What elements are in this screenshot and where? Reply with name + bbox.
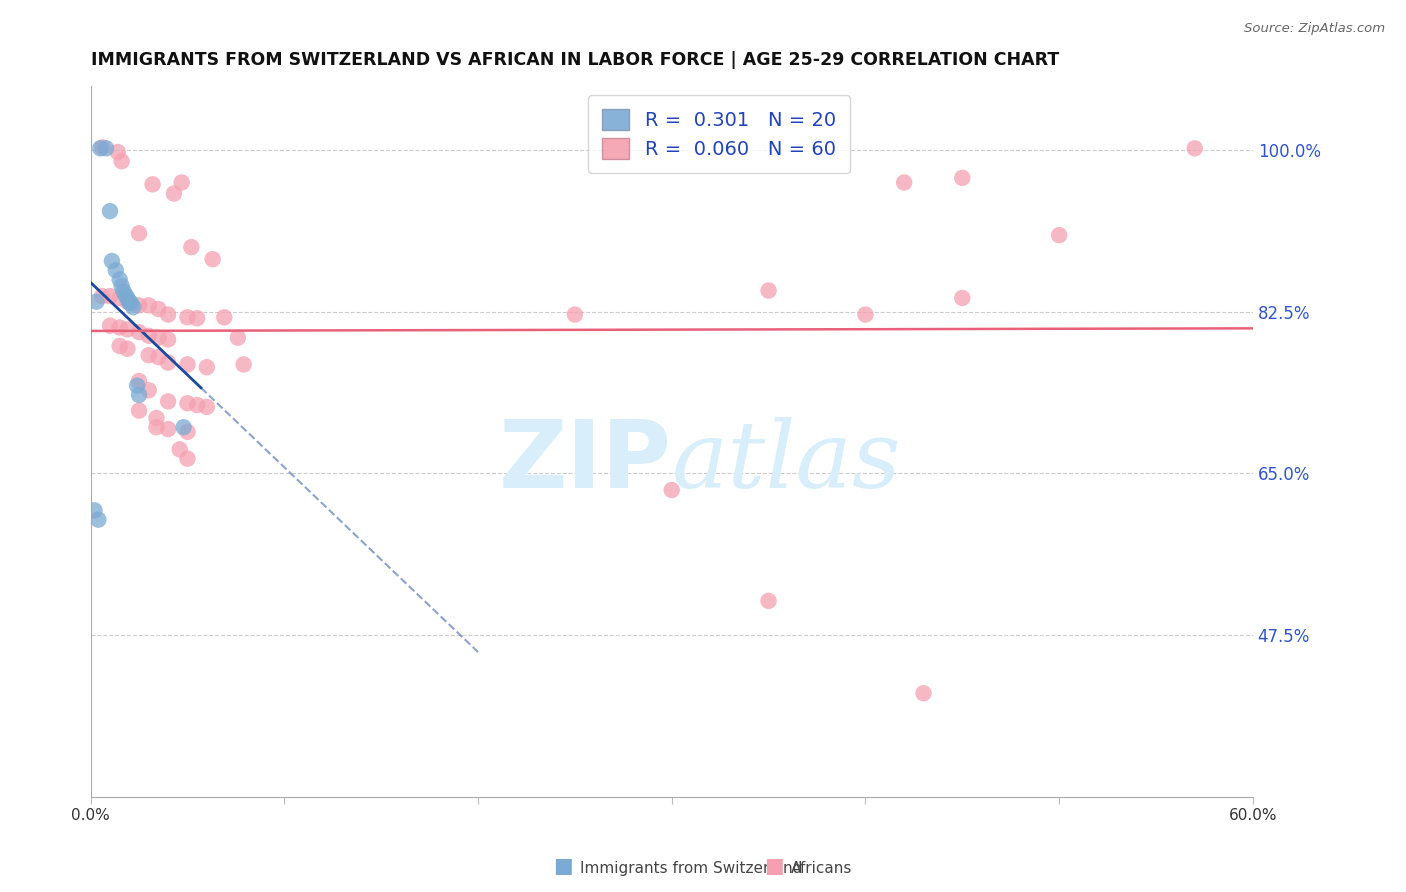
Point: [120, 296, 142, 310]
Text: Africans: Africans: [792, 861, 852, 876]
Point: [91, 289, 114, 303]
Point: [118, 294, 141, 309]
Point: [176, 451, 198, 466]
Legend: R =  0.301   N = 20, R =  0.060   N = 60: R = 0.301 N = 20, R = 0.060 N = 60: [589, 95, 849, 173]
Point: [117, 291, 139, 305]
Point: [114, 288, 136, 302]
Text: ZIP: ZIP: [499, 417, 672, 508]
Point: [108, 320, 131, 334]
Point: [855, 308, 877, 322]
Point: [117, 342, 139, 356]
Point: [758, 594, 780, 608]
Point: [118, 295, 141, 310]
Point: [98, 289, 121, 303]
Point: [186, 311, 208, 326]
Point: [128, 388, 150, 402]
Point: [98, 204, 121, 219]
Text: IMMIGRANTS FROM SWITZERLAND VS AFRICAN IN LABOR FORCE | AGE 25-29 CORRELATION CH: IMMIGRANTS FROM SWITZERLAND VS AFRICAN I…: [90, 51, 1059, 69]
Point: [912, 686, 935, 700]
Point: [94, 141, 117, 155]
Point: [101, 254, 124, 268]
Point: [108, 272, 131, 286]
Point: [91, 140, 114, 154]
Point: [145, 420, 167, 434]
Point: [128, 298, 150, 312]
Text: atlas: atlas: [672, 417, 901, 508]
Point: [128, 227, 150, 241]
Point: [122, 300, 145, 314]
Point: [157, 355, 180, 369]
Text: Source: ZipAtlas.com: Source: ZipAtlas.com: [1244, 22, 1385, 36]
Point: [180, 240, 202, 254]
Text: ■: ■: [554, 856, 574, 876]
Point: [83, 503, 105, 517]
Point: [170, 176, 193, 190]
Point: [169, 442, 191, 457]
Point: [108, 339, 131, 353]
Point: [232, 358, 254, 372]
Point: [127, 378, 149, 392]
Point: [157, 394, 180, 409]
Point: [138, 328, 160, 343]
Point: [176, 396, 198, 410]
Point: [148, 331, 170, 345]
Point: [128, 403, 150, 417]
Point: [195, 360, 218, 375]
Point: [157, 333, 180, 347]
Point: [564, 308, 586, 322]
Point: [176, 425, 198, 439]
Point: [117, 322, 139, 336]
Point: [173, 420, 195, 434]
Text: ■: ■: [765, 856, 785, 876]
Point: [145, 411, 167, 425]
Point: [661, 483, 683, 497]
Point: [1184, 141, 1206, 155]
Point: [104, 263, 127, 277]
Point: [226, 331, 249, 345]
Point: [195, 400, 218, 414]
Point: [138, 384, 160, 398]
Point: [110, 154, 132, 169]
Point: [138, 298, 160, 312]
Point: [86, 294, 108, 309]
Point: [1047, 228, 1070, 243]
Point: [148, 350, 170, 364]
Point: [176, 358, 198, 372]
Point: [157, 308, 180, 322]
Point: [148, 301, 170, 316]
Point: [138, 348, 160, 362]
Point: [163, 186, 186, 201]
Point: [201, 252, 224, 267]
Point: [176, 310, 198, 325]
Point: [186, 398, 208, 412]
Point: [89, 141, 111, 155]
Text: Immigrants from Switzerland: Immigrants from Switzerland: [581, 861, 803, 876]
Point: [950, 170, 973, 185]
Point: [107, 145, 129, 159]
Point: [98, 318, 121, 333]
Point: [110, 279, 132, 293]
Point: [117, 294, 139, 309]
Point: [157, 422, 180, 436]
Point: [108, 291, 131, 305]
Point: [214, 310, 236, 325]
Point: [128, 325, 150, 339]
Point: [142, 178, 165, 192]
Point: [758, 284, 780, 298]
Point: [893, 176, 915, 190]
Point: [128, 374, 150, 388]
Point: [87, 513, 110, 527]
Point: [112, 285, 135, 299]
Point: [950, 291, 973, 305]
